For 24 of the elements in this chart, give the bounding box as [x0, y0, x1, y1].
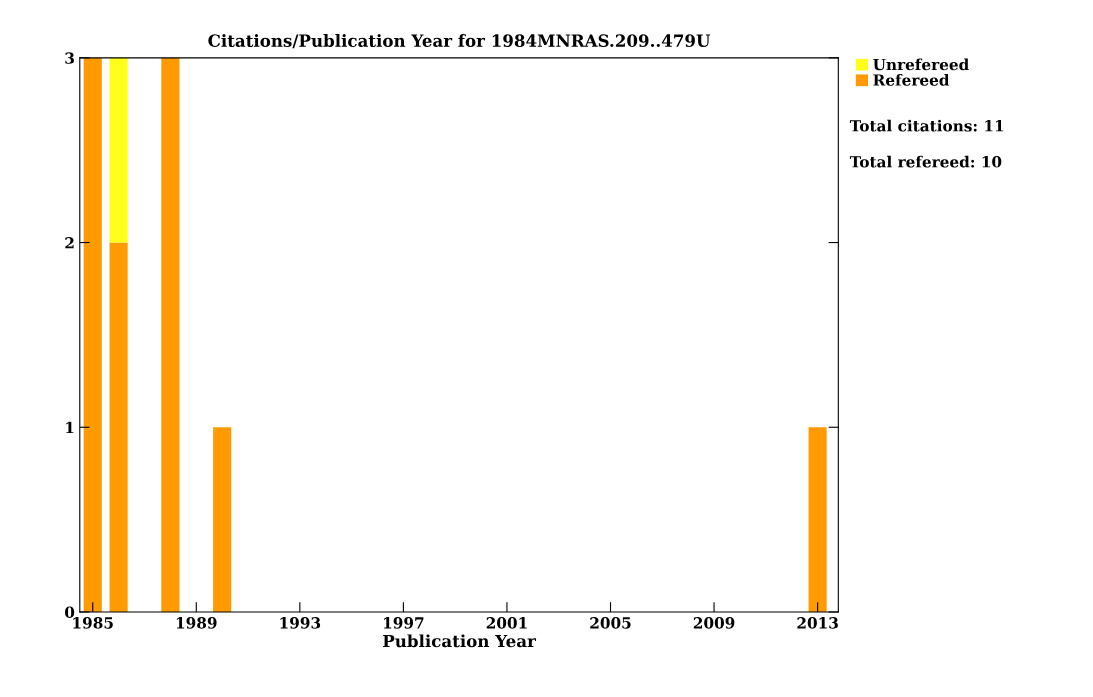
text: Total refereed: 10	[849, 155, 1002, 168]
x-tick-label: 2013	[797, 617, 838, 629]
y-tick-label: 2	[65, 237, 74, 249]
x-tick-label: 1985	[73, 617, 113, 629]
bar	[161, 57, 180, 612]
bar	[808, 427, 827, 612]
x-tick-label: 2009	[693, 617, 735, 629]
x-tick-label: 1997	[384, 617, 424, 629]
legend-label: Refereed	[873, 73, 950, 86]
y-tick-label: 1	[66, 421, 74, 434]
x-tick-label: 1989	[176, 617, 217, 629]
x-tick-label: 1993	[280, 617, 321, 629]
x-axis-title: Publication Year	[383, 634, 537, 648]
x-tick-label: 2005	[590, 617, 631, 629]
bar	[109, 242, 128, 612]
y-tick-label: 3	[65, 52, 74, 64]
x-tick-label: 2001	[486, 617, 527, 629]
legend-label: Unrefereed	[873, 58, 969, 71]
bar	[83, 57, 102, 612]
text: Total citations: 11	[849, 119, 1004, 132]
chart-title: Citations/Publication Year for 1984MNRAS.209..479U	[208, 34, 711, 49]
bar	[213, 427, 232, 612]
y-tick-label: 0	[65, 606, 75, 618]
bar	[109, 57, 128, 243]
